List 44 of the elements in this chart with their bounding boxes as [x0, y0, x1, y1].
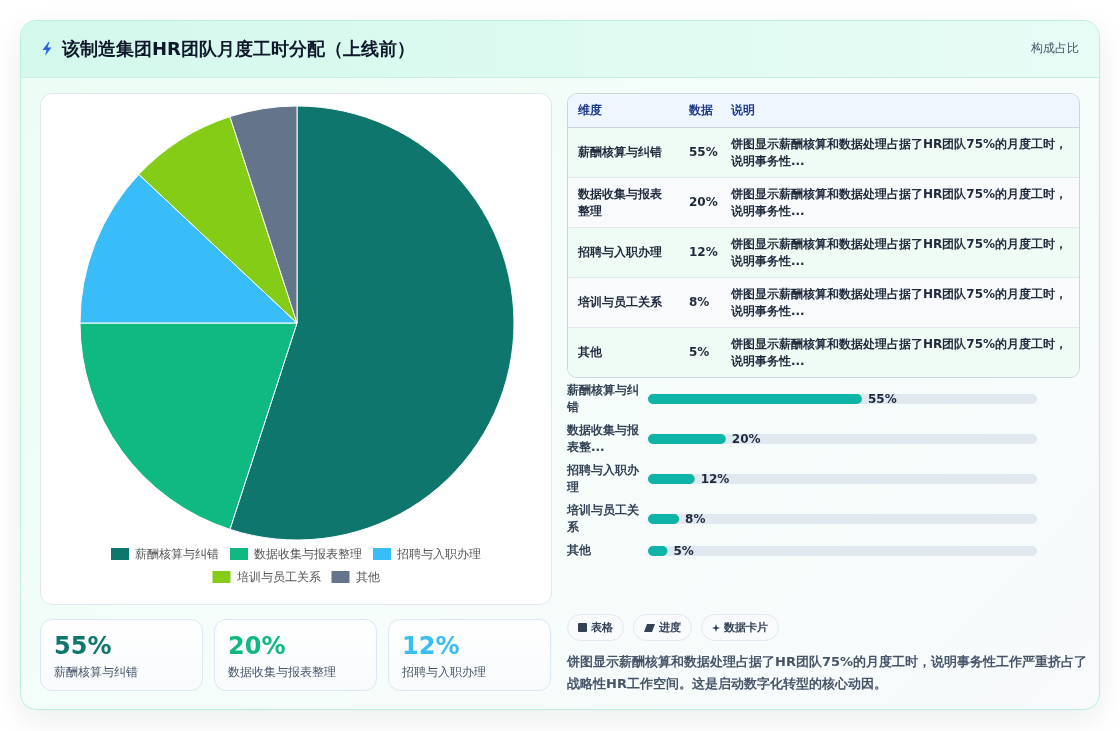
text: 饼图显示薪酬核算和数据处理占据了HR团队75%的月度工时，说明事务性...: [721, 277, 1079, 328]
text: 饼图显示薪酬核算和数据处理占据了HR团队75%的月度工时，说明事务性...: [721, 227, 1079, 278]
data-label: 8%: [685, 512, 706, 527]
legend-label: 其他: [355, 570, 380, 585]
text: 20%: [689, 195, 718, 209]
data-label: 55%: [867, 392, 897, 407]
y-tick-label: 其他: [567, 542, 592, 559]
category-label: 数据收集与报表整理: [568, 177, 679, 228]
text: 维度: [568, 94, 679, 128]
data-label: 12%: [700, 472, 730, 487]
legend-label: 数据收集与报表整理: [254, 547, 362, 562]
text: 说明: [721, 94, 1079, 128]
text: 数据: [679, 94, 721, 128]
text: 20%: [228, 632, 286, 660]
text: 构成占比: [1031, 40, 1079, 57]
legend-label: 薪酬核算与纠错: [135, 547, 219, 562]
legend-label: 招聘与入职办理: [396, 547, 481, 562]
text: 进度: [659, 620, 681, 635]
text: 饼图显示薪酬核算和数据处理占据了HR团队75%的月度工时，说明事务性...: [721, 177, 1079, 228]
bar: [648, 474, 695, 484]
text: 55%: [54, 632, 112, 660]
chart-title: 该制造集团HR团队月度工时分配（上线前）: [62, 37, 415, 61]
y-tick-label: 招聘与入职办理: [567, 462, 640, 496]
category-label: 薪酬核算与纠错: [54, 664, 139, 681]
text: 5%: [689, 345, 710, 359]
data-label: 5%: [673, 543, 694, 558]
text: 表格: [591, 620, 613, 635]
category-label: 招聘与入职办理: [402, 664, 487, 681]
text: 饼图显示薪酬核算和数据处理占据了HR团队75%的月度工时，说明事务性...: [721, 127, 1079, 178]
text: 12%: [402, 632, 460, 660]
legend-label: 培训与员工关系: [235, 570, 321, 585]
data-label: 20%: [731, 432, 761, 447]
text: 饼图显示薪酬核算和数据处理占据了HR团队75%的月度工时，说明事务性工作严重挤占了战略性HR工作空间。这是启动数字化转型的核心动因。: [567, 653, 1088, 693]
text: 55%: [689, 145, 718, 159]
category-label: 数据收集与报表整理: [228, 664, 337, 681]
text: 饼图显示薪酬核算和数据处理占据了HR团队75%的月度工时，说明事务性...: [721, 327, 1079, 377]
y-tick-label: 薪酬核算与纠错: [567, 382, 640, 416]
text: 8%: [689, 295, 710, 309]
y-tick-label: 数据收集与报表整...: [567, 422, 640, 456]
bar: [648, 434, 726, 444]
text: 数据卡片: [724, 620, 768, 635]
text: 12%: [689, 245, 718, 259]
y-tick-label: 培训与员工关系: [567, 502, 640, 536]
bar: [648, 514, 680, 524]
